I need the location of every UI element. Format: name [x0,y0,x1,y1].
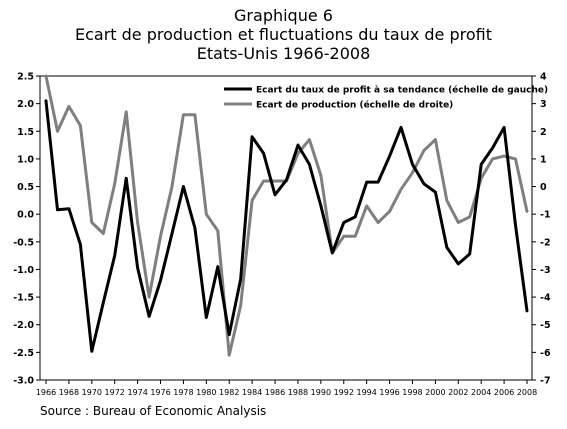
y-left-tick-label: -2.5 [13,348,34,359]
y-right-tick-label: -5 [540,320,551,331]
chart-titles: Graphique 6 Ecart de production et fluct… [0,6,567,63]
y-left-tick-label: -2.0 [13,320,34,331]
x-tick-label: 1986 [265,388,285,397]
x-tick-label: 1974 [127,388,147,397]
x-tick-label: 1970 [82,388,102,397]
series-line-profit [44,99,529,353]
x-tick-label: 2002 [448,388,468,397]
plot-area-frame [39,75,533,381]
y-right-tick-label: 3 [540,99,547,110]
y-left-tick-label: 0.5 [17,182,34,193]
y-right-tick-label: -1 [540,210,551,221]
x-tick-label: 1996 [379,388,399,397]
y-left-tick-label: -3.0 [13,376,34,387]
y-right-tick-label: 2 [540,127,547,138]
x-tick-label: 1966 [36,388,56,397]
y-right-tick-label: 4 [540,72,547,83]
y-right-tick-label: 0 [540,182,547,193]
y-left-tick-label: -0.5 [13,237,34,248]
chart-title-line-1: Graphique 6 [234,6,333,25]
y-left-tick-label: -1.5 [13,293,34,304]
y-left-tick-label: 2.0 [17,99,34,110]
source-note: Source : Bureau of Economic Analysis [40,404,267,418]
x-tick-label: 1980 [196,388,216,397]
x-tick-label: 1976 [150,388,170,397]
series-line-output-gap [44,74,529,357]
x-tick-label: 1984 [242,388,262,397]
x-tick-label: 1968 [59,388,79,397]
y-right-tick-label: -6 [540,348,551,359]
x-tick-label: 2000 [425,388,445,397]
x-tick-label: 1990 [311,388,331,397]
x-tick-label: 1994 [356,388,376,397]
y-left-tick-label: 2.5 [17,72,34,83]
x-tick-label: 1982 [219,388,239,397]
y-left-tick-label: -1.0 [13,265,34,276]
y-right-tick-label: -7 [540,376,551,387]
chart-title-line-2: Ecart de production et fluctuations du t… [74,25,492,44]
x-tick-label: 1998 [402,388,422,397]
legend-entry-output-gap-label: Ecart de production (échelle de droite) [256,100,453,111]
y-left-tick-label: 0.0 [17,210,34,221]
y-right-tick-label: 1 [540,154,547,165]
x-tick-label: 1988 [288,388,308,397]
legend-entry-profit-label: Ecart du taux de profit à sa tendance (é… [256,85,548,96]
x-tick-label: 2004 [471,388,491,397]
y-right-tick-label: -3 [540,265,551,276]
y-right-tick-label: -2 [540,237,551,248]
y-right-tick-label: -4 [540,293,551,304]
x-tick-label: 1972 [105,388,125,397]
y-left-tick-label: 1.5 [17,127,34,138]
x-tick-label: 1992 [334,388,354,397]
x-tick-label: 2006 [494,388,514,397]
y-left-tick-label: 1.0 [17,154,34,165]
x-tick-label: 1978 [173,388,193,397]
chart-title-line-3: Etats-Unis 1966-2008 [196,44,371,63]
x-tick-label: 2008 [517,388,537,397]
